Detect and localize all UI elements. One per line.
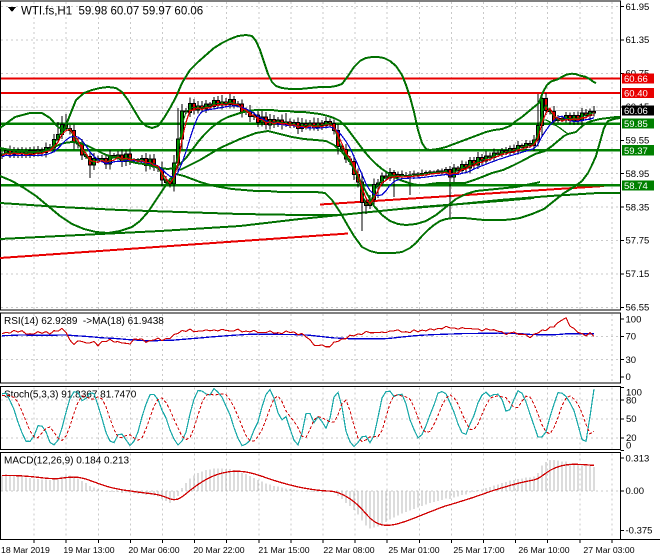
- svg-text:57.75: 57.75: [626, 236, 650, 247]
- svg-text:56.55: 56.55: [626, 303, 650, 314]
- svg-text:0.00: 0.00: [626, 486, 645, 497]
- svg-text:59.55: 59.55: [626, 136, 650, 147]
- svg-text:50: 50: [626, 414, 637, 425]
- svg-text:61.95: 61.95: [626, 2, 650, 13]
- svg-text:Stoch(5,3,3) 91.8367 81.7470: Stoch(5,3,3) 91.8367 81.7470: [4, 390, 137, 401]
- svg-text:61.35: 61.35: [626, 35, 650, 46]
- svg-text:25 Mar 01:00: 25 Mar 01:00: [388, 545, 439, 555]
- svg-text:70: 70: [626, 332, 637, 343]
- svg-text:100: 100: [626, 388, 642, 399]
- svg-text:20 Mar 22:00: 20 Mar 22:00: [193, 545, 244, 555]
- svg-text:58.95: 58.95: [626, 169, 650, 180]
- svg-text:60.40: 60.40: [624, 88, 648, 99]
- svg-text:100: 100: [626, 314, 642, 325]
- svg-text:18 Mar 2019: 18 Mar 2019: [1, 545, 50, 555]
- svg-text:0: 0: [626, 441, 631, 452]
- svg-text:30: 30: [626, 355, 637, 366]
- svg-text:0.313: 0.313: [626, 453, 650, 464]
- svg-text:58.74: 58.74: [624, 181, 648, 192]
- svg-text:25 Mar 17:00: 25 Mar 17:00: [453, 545, 504, 555]
- svg-text:0: 0: [626, 372, 631, 383]
- svg-text:57.15: 57.15: [626, 269, 650, 280]
- svg-text:80: 80: [626, 395, 637, 406]
- svg-text:27 Mar 03:00: 27 Mar 03:00: [583, 545, 634, 555]
- svg-text:21 Mar 15:00: 21 Mar 15:00: [258, 545, 309, 555]
- svg-text:60.06: 60.06: [624, 106, 648, 117]
- svg-text:MACD(12,26,9) 0.184 0.213: MACD(12,26,9) 0.184 0.213: [4, 456, 130, 467]
- svg-text:59.85: 59.85: [624, 119, 648, 130]
- svg-text:60.66: 60.66: [624, 74, 648, 85]
- svg-text:19 Mar 13:00: 19 Mar 13:00: [63, 545, 114, 555]
- svg-text:WTI.fs,H1 59.98 60.07 59.97 6: WTI.fs,H1 59.98 60.07 59.97 60.06: [21, 6, 203, 18]
- svg-text:RSI(14) 62.9289 ->MA(18) 61.9: RSI(14) 62.9289 ->MA(18) 61.9438: [4, 316, 164, 327]
- svg-text:-0.375: -0.375: [626, 526, 653, 537]
- svg-text:20 Mar 06:00: 20 Mar 06:00: [128, 545, 179, 555]
- svg-text:26 Mar 10:00: 26 Mar 10:00: [518, 545, 569, 555]
- svg-text:58.35: 58.35: [626, 202, 650, 213]
- svg-text:59.37: 59.37: [624, 146, 648, 157]
- svg-text:20: 20: [626, 433, 637, 444]
- svg-text:22 Mar 08:00: 22 Mar 08:00: [323, 545, 374, 555]
